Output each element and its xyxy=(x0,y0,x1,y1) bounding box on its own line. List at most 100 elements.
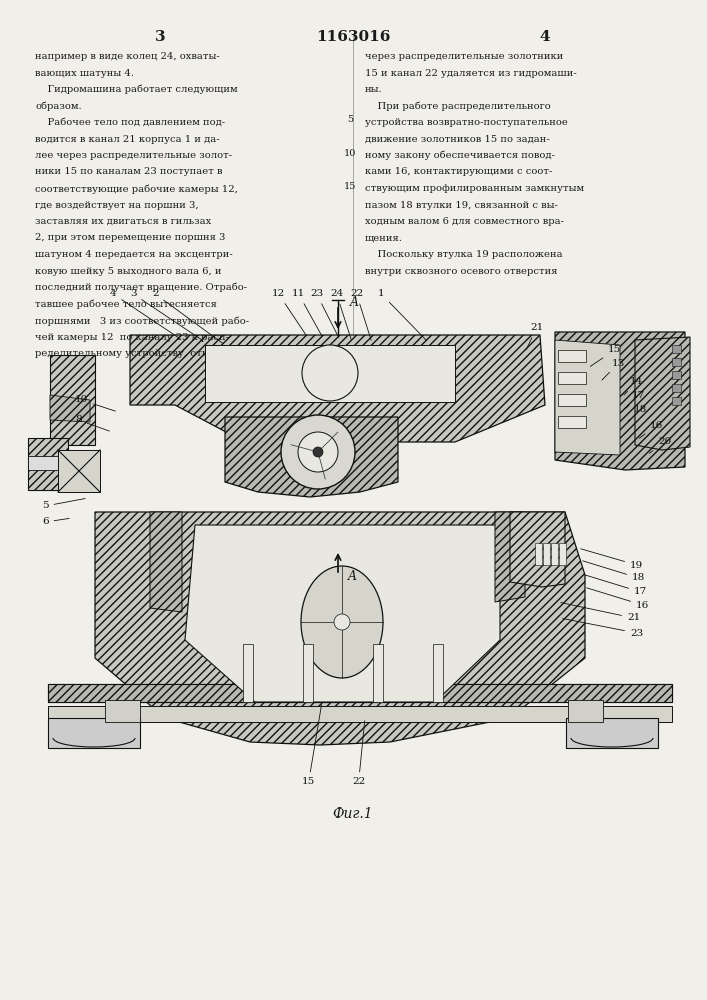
Bar xyxy=(373,644,383,702)
Text: Рабочее тело под давлением под-: Рабочее тело под давлением под- xyxy=(35,118,225,127)
Bar xyxy=(672,384,681,392)
Text: 5: 5 xyxy=(347,115,353,124)
Text: пазом 18 втулки 19, связанной с вы-: пазом 18 втулки 19, связанной с вы- xyxy=(365,200,558,210)
Text: внутри сквозного осевого отверстия: внутри сквозного осевого отверстия xyxy=(365,266,558,275)
Text: через распределительные золотники: через распределительные золотники xyxy=(365,52,563,61)
Bar xyxy=(551,543,558,565)
Text: 21: 21 xyxy=(526,324,543,349)
Text: 22: 22 xyxy=(350,290,371,340)
Text: 17: 17 xyxy=(585,575,647,596)
Text: 18: 18 xyxy=(628,406,647,421)
Text: 1: 1 xyxy=(378,290,426,340)
Polygon shape xyxy=(555,340,620,455)
Text: ному закону обеспечивается повод-: ному закону обеспечивается повод- xyxy=(365,151,555,160)
Bar xyxy=(558,350,586,362)
Text: заставляя их двигаться в гильзах: заставляя их двигаться в гильзах xyxy=(35,217,211,226)
Text: лее через распределительные золот-: лее через распределительные золот- xyxy=(35,151,232,160)
Polygon shape xyxy=(510,512,565,587)
Text: A: A xyxy=(350,296,359,308)
Bar xyxy=(558,394,586,406)
Bar xyxy=(566,718,658,748)
Polygon shape xyxy=(95,512,585,745)
Bar xyxy=(558,416,586,428)
Text: 18: 18 xyxy=(583,561,645,582)
Circle shape xyxy=(334,614,350,630)
Text: 10: 10 xyxy=(75,395,115,411)
Text: движение золотников 15 по задан-: движение золотников 15 по задан- xyxy=(365,134,550,143)
Bar xyxy=(105,700,140,722)
Bar xyxy=(535,543,542,565)
Text: 2: 2 xyxy=(152,290,223,343)
Bar xyxy=(48,684,672,702)
Text: 2, при этом перемещение поршня 3: 2, при этом перемещение поршня 3 xyxy=(35,233,226,242)
Text: Гидромашина работает следующим: Гидромашина работает следующим xyxy=(35,85,238,95)
Polygon shape xyxy=(555,332,685,470)
Bar xyxy=(672,358,681,366)
Text: ствующим профилированным замкнутым: ствующим профилированным замкнутым xyxy=(365,184,584,193)
Text: 21: 21 xyxy=(561,603,641,622)
Polygon shape xyxy=(130,335,545,442)
Circle shape xyxy=(298,432,338,472)
Text: 15 и канал 22 удаляется из гидромаши-: 15 и канал 22 удаляется из гидромаши- xyxy=(365,68,577,78)
Polygon shape xyxy=(185,525,500,702)
Polygon shape xyxy=(495,512,525,602)
Bar xyxy=(303,644,313,702)
Text: 11: 11 xyxy=(292,290,322,336)
Circle shape xyxy=(302,345,358,401)
Text: 5: 5 xyxy=(42,499,86,510)
Text: 12: 12 xyxy=(272,290,306,336)
Text: A: A xyxy=(348,570,357,582)
Text: 24: 24 xyxy=(330,290,351,339)
Text: ками 16, контактирующими с соот-: ками 16, контактирующими с соот- xyxy=(365,167,552,176)
Text: щения.: щения. xyxy=(365,233,403,242)
Bar xyxy=(672,371,681,379)
Text: поршнями   3 из соответствующей рабо-: поршнями 3 из соответствующей рабо- xyxy=(35,316,249,326)
Text: 8: 8 xyxy=(75,416,110,431)
Bar xyxy=(672,397,681,405)
Text: соответствующие рабочие камеры 12,: соответствующие рабочие камеры 12, xyxy=(35,184,238,194)
Bar xyxy=(48,706,672,722)
Text: 1163016: 1163016 xyxy=(316,30,390,44)
Text: 17: 17 xyxy=(626,391,645,408)
Bar xyxy=(559,543,566,565)
Text: ники 15 по каналам 23 поступает в: ники 15 по каналам 23 поступает в xyxy=(35,167,223,176)
Text: водится в канал 21 корпуса 1 и да-: водится в канал 21 корпуса 1 и да- xyxy=(35,134,220,143)
Text: 15: 15 xyxy=(302,705,322,786)
Text: последний получает вращение. Отрабо-: последний получает вращение. Отрабо- xyxy=(35,283,247,292)
Text: 23: 23 xyxy=(563,619,643,638)
Bar xyxy=(58,450,100,492)
Text: 16: 16 xyxy=(639,420,663,438)
Text: 4: 4 xyxy=(539,30,550,44)
Bar xyxy=(543,543,550,565)
Polygon shape xyxy=(150,512,182,612)
Text: 20: 20 xyxy=(649,438,671,453)
Text: устройства возвратно-поступательное: устройства возвратно-поступательное xyxy=(365,118,568,127)
Text: 3: 3 xyxy=(155,30,165,44)
Bar xyxy=(48,718,140,748)
Text: например в виде колец 24, охваты-: например в виде колец 24, охваты- xyxy=(35,52,220,61)
Ellipse shape xyxy=(301,566,383,678)
Polygon shape xyxy=(225,417,398,497)
Text: вающих шатуны 4.: вающих шатуны 4. xyxy=(35,68,134,78)
Bar xyxy=(48,684,672,702)
Polygon shape xyxy=(205,345,455,402)
Text: 23: 23 xyxy=(310,290,339,338)
Text: 22: 22 xyxy=(352,721,366,786)
Text: тавшее рабочее тело вытесняется: тавшее рабочее тело вытесняется xyxy=(35,300,217,309)
Text: 15: 15 xyxy=(590,346,621,366)
Bar xyxy=(672,345,681,353)
Text: 6: 6 xyxy=(42,518,69,526)
Text: ходным валом 6 для совместного вра-: ходным валом 6 для совместного вра- xyxy=(365,217,564,226)
Text: 19: 19 xyxy=(580,549,643,570)
Text: где воздействует на поршни 3,: где воздействует на поршни 3, xyxy=(35,200,199,210)
Bar xyxy=(28,456,90,470)
Text: чей камеры 12  по каналу 23 к расп-: чей камеры 12 по каналу 23 к расп- xyxy=(35,332,229,342)
Bar xyxy=(243,644,253,702)
Text: 10: 10 xyxy=(344,149,356,158)
Text: шатуном 4 передается на эксцентри-: шатуном 4 передается на эксцентри- xyxy=(35,250,233,259)
Text: 15: 15 xyxy=(344,182,356,191)
Text: 3: 3 xyxy=(130,290,203,340)
Text: Фиг.1: Фиг.1 xyxy=(333,807,373,821)
Text: образом.: образом. xyxy=(35,102,81,111)
Text: 16: 16 xyxy=(587,588,649,609)
